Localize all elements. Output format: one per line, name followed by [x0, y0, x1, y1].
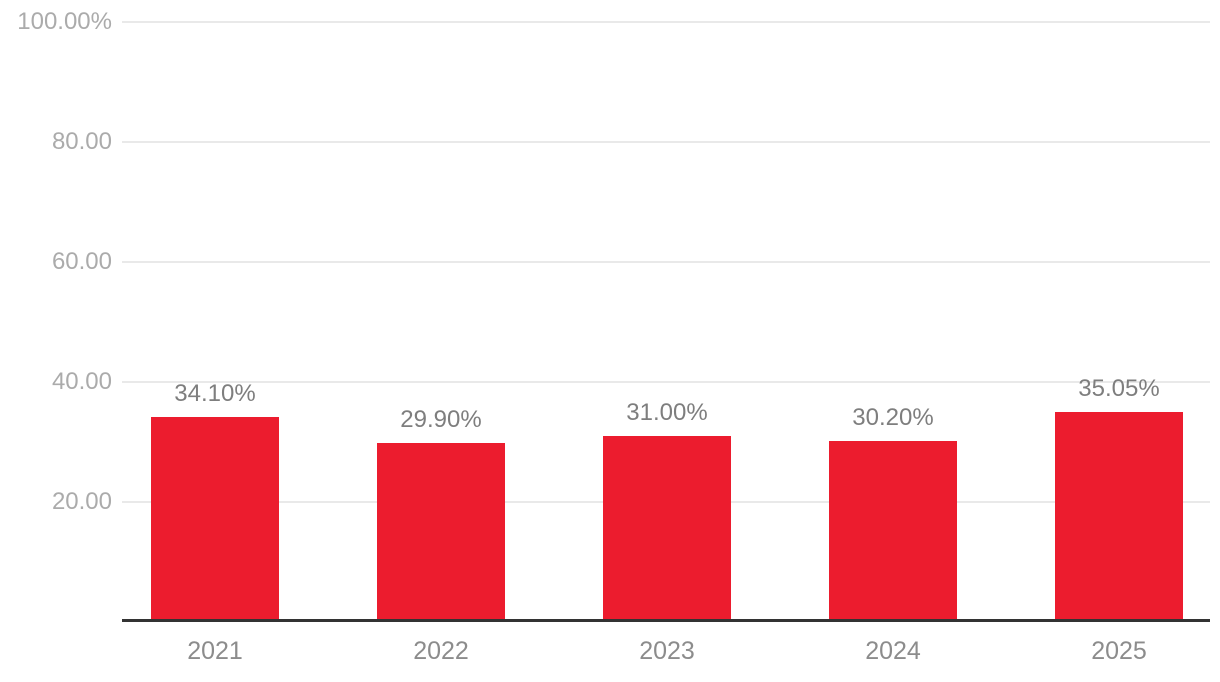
- bar-2021: [151, 417, 279, 622]
- bar-2025: [1055, 412, 1183, 622]
- y-axis-tick-label: 40.00: [51, 368, 112, 395]
- y-axis-tick-label: 60.00: [51, 248, 112, 275]
- bar-2022: [377, 443, 505, 622]
- x-axis-category-label: 2024: [865, 637, 921, 665]
- gridline: [122, 21, 1210, 23]
- x-axis-category-label: 2022: [413, 637, 469, 665]
- x-axis-category-label: 2021: [187, 637, 243, 665]
- y-axis-tick-label: 80.00: [51, 128, 112, 155]
- gridline: [122, 141, 1210, 143]
- bar-value-label: 29.90%: [400, 406, 482, 433]
- x-axis-line: [122, 619, 1210, 622]
- x-axis-category-label: 2025: [1091, 637, 1147, 665]
- gridline: [122, 261, 1210, 263]
- gridline: [122, 381, 1210, 383]
- y-axis-tick-label: 100.00%: [17, 8, 112, 35]
- x-axis-category-label: 2023: [639, 637, 695, 665]
- bar-value-label: 34.10%: [174, 380, 256, 407]
- y-axis-tick-label: 20.00: [51, 488, 112, 515]
- bar-value-label: 35.05%: [1078, 375, 1160, 402]
- bar-value-label: 30.20%: [852, 404, 934, 431]
- bar-2023: [603, 436, 731, 622]
- bar-2024: [829, 441, 957, 622]
- bar-value-label: 31.00%: [626, 399, 708, 426]
